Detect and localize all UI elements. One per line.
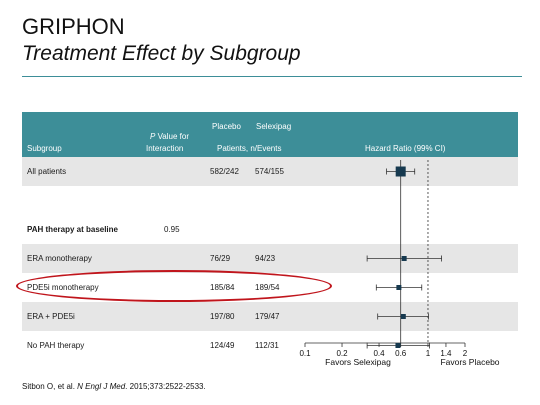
citation-journal: N Engl J Med	[77, 382, 126, 391]
header-interaction: Interaction	[146, 144, 184, 153]
selexipag-count: 94/23	[255, 254, 276, 263]
header-selexipag: Selexipag	[256, 122, 292, 131]
selexipag-count: 179/47	[255, 312, 280, 321]
table-row: ERA + PDE5i 197/80 179/47	[22, 302, 518, 331]
x-tick-label: 0.2	[336, 349, 348, 358]
subgroup-label: ERA + PDE5i	[27, 312, 75, 321]
x-tick-label: 1.4	[440, 349, 452, 358]
highlight-ellipse	[16, 270, 332, 302]
subgroup-label: No PAH therapy	[27, 341, 85, 350]
hr-marker	[401, 256, 407, 261]
citation: Sitbon O, et al. N Engl J Med. 2015;373:…	[22, 382, 206, 391]
header-subgroup: Subgroup	[27, 144, 62, 153]
citation-authors: Sitbon O, et al.	[22, 382, 78, 391]
title-divider	[22, 76, 522, 77]
table-header: Subgroup P Value for Interaction Placebo…	[22, 112, 518, 158]
header-patients-events: Patients, n/Events	[217, 144, 282, 153]
placebo-count: 76/29	[210, 254, 231, 263]
table-row: No PAH therapy 124/49 112/31	[22, 331, 518, 360]
hr-marker	[395, 343, 401, 348]
x-tick-label: 0.6	[395, 349, 407, 358]
table-row: PAH therapy at baseline 0.95	[22, 215, 518, 244]
header-hazard-ratio: Hazard Ratio (99% CI)	[365, 144, 446, 153]
p-interaction-value: 0.95	[164, 225, 180, 234]
subgroup-label: All patients	[27, 167, 67, 176]
header-pvalue-italic: P	[150, 132, 156, 141]
slide-subtitle: Treatment Effect by Subgroup	[22, 42, 301, 65]
hr-marker	[400, 314, 406, 319]
subgroup-label: PAH therapy at baseline	[27, 225, 118, 234]
x-tick-label: 1	[426, 349, 431, 358]
placebo-count: 124/49	[210, 341, 235, 350]
slide-title: GRIPHON	[22, 14, 125, 39]
favors-selexipag-label: Favors Selexipag	[325, 357, 391, 367]
citation-details: . 2015;373:2522-2533.	[125, 382, 206, 391]
selexipag-count: 112/31	[255, 341, 279, 350]
header-pvalue: P Value for	[150, 132, 189, 141]
hr-marker	[396, 285, 402, 290]
hr-marker	[395, 166, 406, 177]
favors-placebo-label: Favors Placebo	[440, 357, 499, 367]
table-row: All patients 582/242 574/155	[22, 157, 518, 186]
placebo-count: 197/80	[210, 312, 235, 321]
placebo-count: 582/242	[210, 167, 239, 176]
x-tick-label: 2	[463, 349, 468, 358]
header-pvalue-rest: Value for	[155, 132, 189, 141]
x-tick-label: 0.1	[299, 349, 311, 358]
subgroup-label: ERA monotherapy	[27, 254, 92, 263]
x-tick-label: 0.4	[373, 349, 385, 358]
selexipag-count: 574/155	[255, 167, 284, 176]
header-placebo: Placebo	[212, 122, 241, 131]
